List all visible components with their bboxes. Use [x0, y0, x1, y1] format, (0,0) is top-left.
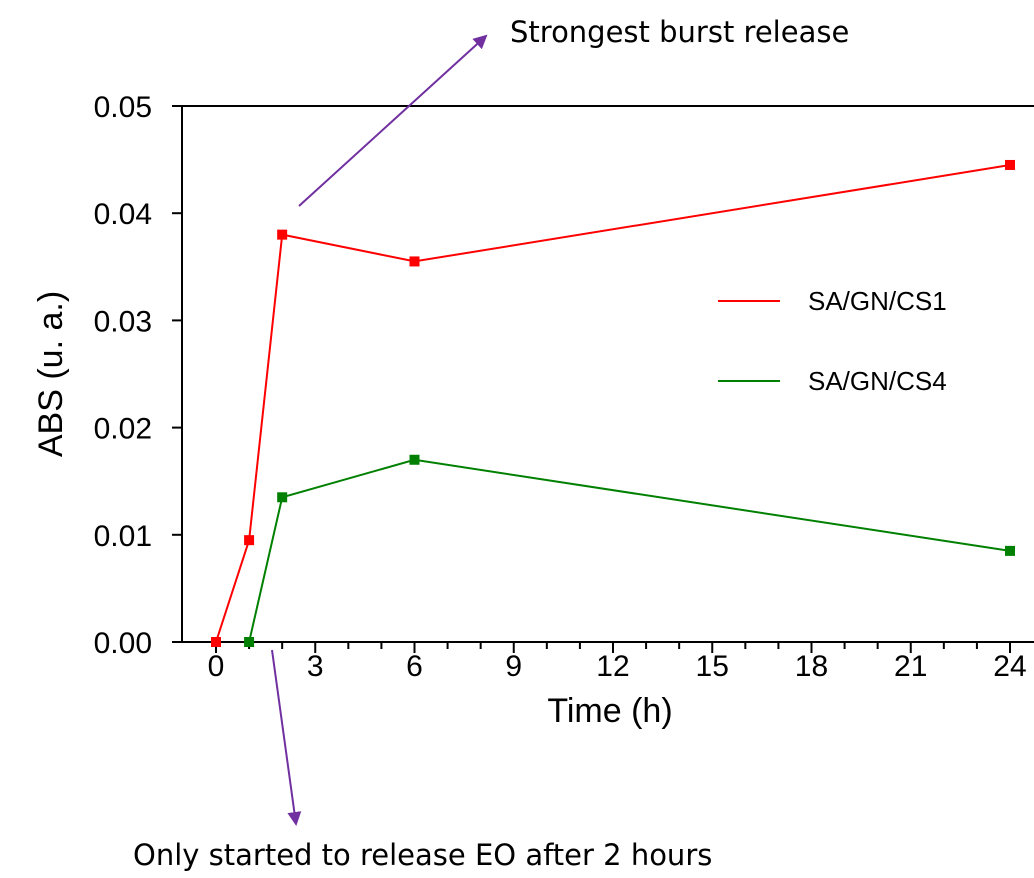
x-ticks: 0 3 6 9 12 15 18 21 24 [208, 642, 1027, 683]
data-point-sa-gn-cs4 [244, 637, 255, 647]
x-tick-label: 0 [208, 650, 225, 683]
x-axis-title: Time (h) [547, 692, 672, 730]
series-line-sa-gn-cs4 [248, 458, 1011, 643]
y-tick-label: 0.05 [94, 91, 152, 124]
x-tick-label: 12 [596, 650, 629, 683]
legend-label-sa-gn-cs4: SA/GN/CS4 [808, 366, 947, 396]
x-tick-label: 18 [795, 650, 828, 683]
data-point-sa-gn-cs1 [244, 535, 255, 546]
data-point-sa-gn-cs1 [409, 256, 420, 267]
y-axis-title: ABS (u. a.) [32, 291, 70, 457]
series-line-sa-gn-cs1 [215, 164, 1011, 643]
data-point-sa-gn-cs4 [409, 454, 420, 465]
data-point-sa-gn-cs1 [211, 637, 221, 647]
x-tick-label: 15 [696, 650, 729, 683]
data-point-sa-gn-cs1 [277, 229, 288, 240]
data-point-sa-gn-cs4 [277, 492, 288, 503]
data-point-sa-gn-cs1 [1004, 159, 1015, 170]
x-tick-label: 24 [993, 650, 1026, 683]
data-point-sa-gn-cs4 [1004, 545, 1015, 556]
legend: SA/GN/CS1 SA/GN/CS4 [718, 286, 947, 396]
annotation-text-delay: Only started to release EO after 2 hours [133, 838, 712, 872]
y-ticks: 0.00 0.01 0.02 0.03 0.04 0.05 [94, 91, 182, 660]
y-tick-label: 0.02 [94, 413, 152, 446]
annotation-arrow-delay [271, 649, 302, 826]
legend-label-sa-gn-cs1: SA/GN/CS1 [808, 286, 947, 316]
y-tick-label: 0.03 [94, 305, 152, 338]
annotation-arrow-burst [298, 34, 488, 207]
y-tick-label: 0.00 [94, 627, 152, 660]
annotation-text-burst: Strongest burst release [510, 15, 849, 49]
y-tick-label: 0.01 [94, 520, 152, 553]
x-tick-label: 3 [307, 650, 324, 683]
y-tick-label: 0.04 [94, 198, 152, 231]
x-tick-label: 6 [406, 650, 423, 683]
series-layer [211, 159, 1015, 647]
x-tick-label: 9 [505, 650, 522, 683]
x-tick-label: 21 [894, 650, 927, 683]
